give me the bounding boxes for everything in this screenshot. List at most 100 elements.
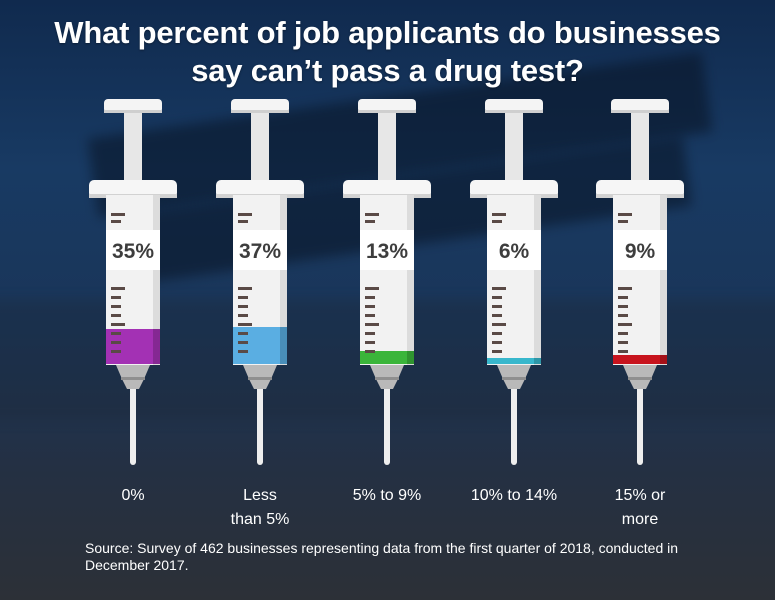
value-label: 6%: [499, 240, 530, 263]
value-label-band: [360, 230, 414, 270]
value-label-band: [613, 230, 667, 270]
scale-tick: [492, 332, 502, 335]
plunger-thumb-shade: [231, 110, 289, 113]
plunger-thumb: [611, 99, 669, 113]
plunger-thumb-shade: [358, 110, 416, 113]
scale-tick: [238, 323, 252, 326]
scale-tick: [618, 350, 628, 353]
needle: [384, 385, 390, 465]
category-label: 0%: [121, 487, 144, 504]
scale-tick: [238, 296, 248, 299]
scale-tick: [618, 305, 628, 308]
scale-tick: [238, 341, 248, 344]
syringe-1: 35% 0%: [89, 99, 177, 504]
scale-tick: [365, 350, 375, 353]
plunger-thumb: [358, 99, 416, 113]
chart-title: What percent of job applicants do busine…: [54, 15, 721, 88]
plunger-rod: [631, 108, 649, 186]
hub-ring: [375, 377, 399, 380]
scale-tick: [238, 332, 248, 335]
needle: [130, 385, 136, 465]
scale-tick: [492, 350, 502, 353]
scale-tick: [365, 213, 379, 216]
value-label-band: [233, 230, 287, 270]
scale-tick: [111, 287, 125, 290]
hub-ring: [502, 377, 526, 380]
scale-tick: [365, 287, 379, 290]
hub-ring: [248, 377, 272, 380]
scale-tick: [618, 314, 628, 317]
category-label: 15% or: [615, 487, 666, 504]
barrel-shade: [660, 195, 667, 365]
scale-tick: [492, 296, 502, 299]
scale-tick: [618, 332, 628, 335]
scale-tick: [111, 341, 121, 344]
fill-bar-shade: [534, 358, 541, 364]
scale-tick: [238, 314, 248, 317]
category-label: more: [622, 511, 659, 528]
scale-tick: [238, 220, 248, 223]
category-label: 5% to 9%: [353, 487, 421, 504]
plunger-rod: [505, 108, 523, 186]
hub-ring: [628, 377, 652, 380]
needle: [257, 385, 263, 465]
scale-tick: [618, 296, 628, 299]
scale-tick: [618, 213, 632, 216]
scale-tick: [492, 323, 506, 326]
fill-bar-shade: [153, 329, 160, 364]
plunger-rod: [124, 108, 142, 186]
scale-tick: [365, 341, 375, 344]
fill-bar-shade: [407, 351, 414, 364]
syringe-4: 6% 10% to 14%: [470, 99, 558, 504]
category-label: than 5%: [231, 511, 290, 528]
scale-tick: [238, 287, 252, 290]
scale-tick: [365, 314, 375, 317]
scale-tick: [492, 213, 506, 216]
barrel: [613, 195, 667, 365]
plunger-rod: [378, 108, 396, 186]
scale-tick: [618, 287, 632, 290]
barrel-shade: [280, 195, 287, 365]
scale-tick: [238, 305, 248, 308]
flange: [470, 180, 558, 198]
fill-bar: [360, 351, 414, 364]
scale-tick: [492, 305, 502, 308]
source-note: Source: Survey of 462 businesses represe…: [85, 540, 679, 573]
fill-bar-shade: [660, 355, 667, 364]
barrel: [360, 195, 414, 365]
plunger-rod: [251, 108, 269, 186]
scale-tick: [492, 314, 502, 317]
hub-ring: [121, 377, 145, 380]
scale-tick: [492, 220, 502, 223]
plunger-thumb-shade: [104, 110, 162, 113]
scale-tick: [111, 332, 121, 335]
plunger-thumb: [104, 99, 162, 113]
plunger-thumb-shade: [485, 110, 543, 113]
scale-tick: [618, 323, 632, 326]
scale-tick: [111, 296, 121, 299]
scale-tick: [365, 296, 375, 299]
scale-tick: [365, 305, 375, 308]
scale-tick: [365, 323, 379, 326]
value-label: 13%: [366, 240, 408, 263]
syringe-3: 13% 5% to 9%: [343, 99, 431, 504]
scale-tick: [111, 323, 125, 326]
plunger-thumb: [231, 99, 289, 113]
scale-tick: [111, 350, 121, 353]
plunger-thumb-shade: [611, 110, 669, 113]
barrel-shade: [153, 195, 160, 365]
scale-tick: [365, 332, 375, 335]
flange: [596, 180, 684, 198]
scale-tick: [111, 220, 121, 223]
scale-tick: [111, 305, 121, 308]
needle: [511, 385, 517, 465]
barrel: [487, 195, 541, 365]
barrel-shade: [534, 195, 541, 365]
scale-tick: [492, 287, 506, 290]
value-label: 37%: [239, 240, 281, 263]
flange: [89, 180, 177, 198]
value-label: 9%: [625, 240, 656, 263]
needle: [637, 385, 643, 465]
scale-tick: [365, 220, 375, 223]
fill-bar-shade: [280, 327, 287, 364]
